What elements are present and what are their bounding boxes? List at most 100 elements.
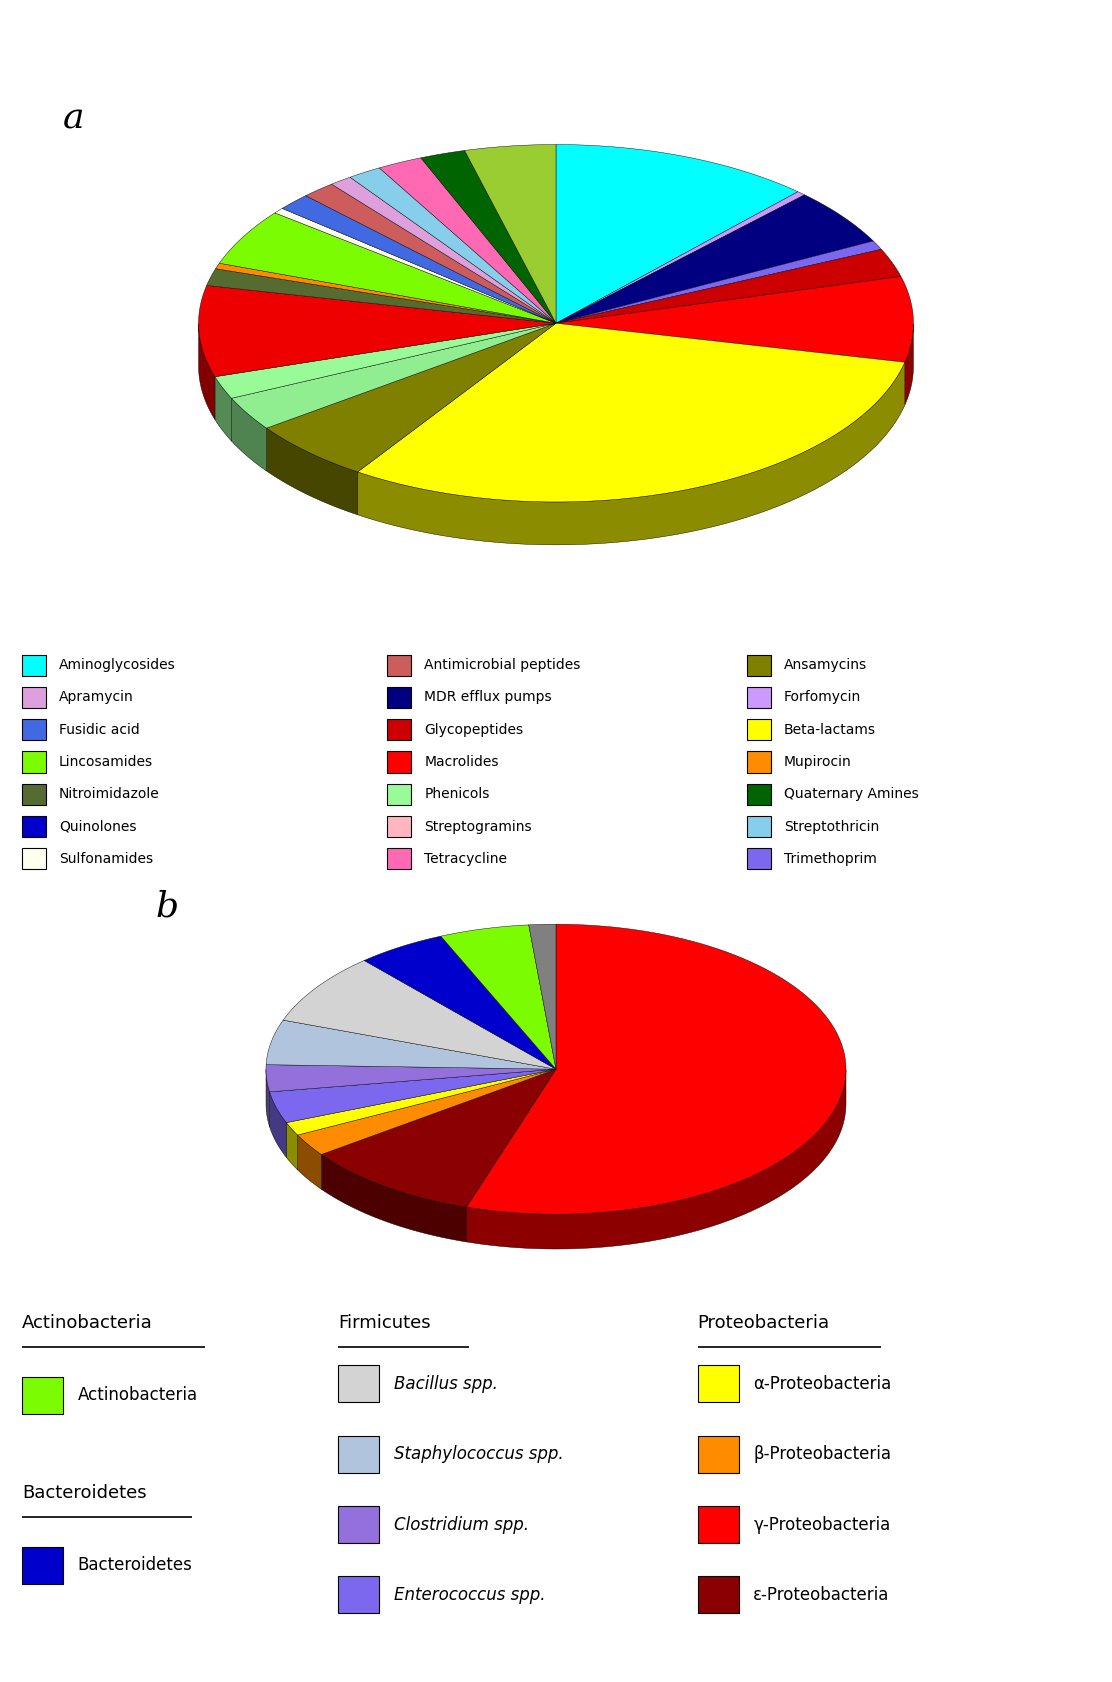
Polygon shape bbox=[905, 325, 913, 405]
FancyBboxPatch shape bbox=[22, 654, 46, 676]
Text: Streptogramins: Streptogramins bbox=[424, 819, 532, 834]
Text: Bacteroidetes: Bacteroidetes bbox=[78, 1556, 192, 1574]
FancyBboxPatch shape bbox=[338, 1436, 379, 1473]
Polygon shape bbox=[440, 925, 556, 1070]
Polygon shape bbox=[207, 269, 556, 323]
Text: Macrolides: Macrolides bbox=[424, 755, 498, 769]
FancyBboxPatch shape bbox=[747, 654, 771, 676]
Text: Actinobacteria: Actinobacteria bbox=[22, 1314, 152, 1332]
Text: Sulfonamides: Sulfonamides bbox=[59, 851, 153, 866]
FancyBboxPatch shape bbox=[697, 1366, 739, 1403]
FancyBboxPatch shape bbox=[387, 654, 411, 676]
Polygon shape bbox=[267, 429, 358, 515]
FancyBboxPatch shape bbox=[387, 784, 411, 806]
Polygon shape bbox=[287, 1070, 556, 1135]
Text: γ-Proteobacteria: γ-Proteobacteria bbox=[753, 1515, 891, 1534]
Text: Actinobacteria: Actinobacteria bbox=[78, 1386, 198, 1404]
Polygon shape bbox=[466, 1070, 846, 1250]
Polygon shape bbox=[556, 192, 805, 323]
FancyBboxPatch shape bbox=[387, 686, 411, 708]
FancyBboxPatch shape bbox=[747, 848, 771, 870]
FancyBboxPatch shape bbox=[747, 816, 771, 838]
Text: Enterococcus spp.: Enterococcus spp. bbox=[394, 1586, 545, 1605]
Polygon shape bbox=[266, 1065, 556, 1092]
Polygon shape bbox=[282, 195, 556, 323]
FancyBboxPatch shape bbox=[697, 1576, 739, 1613]
Polygon shape bbox=[556, 249, 901, 323]
Polygon shape bbox=[287, 1122, 298, 1171]
FancyBboxPatch shape bbox=[22, 752, 46, 772]
Text: Staphylococcus spp.: Staphylococcus spp. bbox=[394, 1445, 564, 1463]
FancyBboxPatch shape bbox=[338, 1505, 379, 1542]
Polygon shape bbox=[269, 1070, 556, 1122]
Polygon shape bbox=[215, 377, 231, 441]
FancyBboxPatch shape bbox=[387, 720, 411, 740]
Text: Bacillus spp.: Bacillus spp. bbox=[394, 1374, 497, 1393]
Text: Glycopeptides: Glycopeptides bbox=[424, 723, 524, 737]
Text: Tetracycline: Tetracycline bbox=[424, 851, 507, 866]
Polygon shape bbox=[466, 923, 846, 1214]
Polygon shape bbox=[556, 241, 882, 323]
FancyBboxPatch shape bbox=[747, 686, 771, 708]
Polygon shape bbox=[231, 399, 267, 471]
Text: Beta-lactams: Beta-lactams bbox=[784, 723, 876, 737]
Polygon shape bbox=[379, 158, 556, 323]
Polygon shape bbox=[219, 214, 556, 323]
Text: Apramycin: Apramycin bbox=[59, 691, 133, 705]
Polygon shape bbox=[284, 960, 556, 1070]
Polygon shape bbox=[298, 1135, 321, 1189]
Polygon shape bbox=[556, 145, 798, 323]
Text: Streptothricin: Streptothricin bbox=[784, 819, 878, 834]
Text: Nitroimidazole: Nitroimidazole bbox=[59, 787, 160, 801]
Text: Bacteroidetes: Bacteroidetes bbox=[22, 1484, 147, 1502]
Text: Ansamycins: Ansamycins bbox=[784, 658, 867, 673]
Polygon shape bbox=[306, 183, 556, 323]
Text: Forfomycin: Forfomycin bbox=[784, 691, 861, 705]
Text: Clostridium spp.: Clostridium spp. bbox=[394, 1515, 528, 1534]
FancyBboxPatch shape bbox=[747, 720, 771, 740]
Polygon shape bbox=[216, 262, 556, 323]
Polygon shape bbox=[556, 276, 913, 362]
Text: Fusidic acid: Fusidic acid bbox=[59, 723, 140, 737]
FancyBboxPatch shape bbox=[387, 848, 411, 870]
Text: b: b bbox=[156, 890, 179, 923]
Polygon shape bbox=[465, 145, 556, 323]
Text: Firmicutes: Firmicutes bbox=[338, 1314, 430, 1332]
FancyBboxPatch shape bbox=[697, 1505, 739, 1542]
Polygon shape bbox=[269, 1092, 287, 1157]
FancyBboxPatch shape bbox=[22, 686, 46, 708]
Text: Aminoglycosides: Aminoglycosides bbox=[59, 658, 176, 673]
FancyBboxPatch shape bbox=[22, 1547, 63, 1584]
Text: Antimicrobial peptides: Antimicrobial peptides bbox=[424, 658, 580, 673]
Polygon shape bbox=[556, 195, 873, 323]
Polygon shape bbox=[215, 323, 556, 399]
Text: MDR efflux pumps: MDR efflux pumps bbox=[424, 691, 552, 705]
FancyBboxPatch shape bbox=[22, 848, 46, 870]
Polygon shape bbox=[528, 923, 556, 1070]
Polygon shape bbox=[267, 323, 556, 473]
Polygon shape bbox=[321, 1070, 556, 1208]
Polygon shape bbox=[199, 323, 215, 419]
Polygon shape bbox=[275, 209, 556, 323]
FancyBboxPatch shape bbox=[338, 1366, 379, 1403]
Text: β-Proteobacteria: β-Proteobacteria bbox=[753, 1445, 891, 1463]
Polygon shape bbox=[358, 323, 905, 501]
Text: Trimethoprim: Trimethoprim bbox=[784, 851, 876, 866]
Text: Quaternary Amines: Quaternary Amines bbox=[784, 787, 919, 801]
Polygon shape bbox=[298, 1070, 556, 1154]
FancyBboxPatch shape bbox=[22, 784, 46, 806]
FancyBboxPatch shape bbox=[747, 784, 771, 806]
Text: α-Proteobacteria: α-Proteobacteria bbox=[753, 1374, 892, 1393]
Polygon shape bbox=[231, 323, 556, 429]
FancyBboxPatch shape bbox=[387, 752, 411, 772]
Polygon shape bbox=[266, 1070, 269, 1127]
Polygon shape bbox=[321, 1154, 466, 1241]
Polygon shape bbox=[358, 362, 905, 545]
Text: Quinolones: Quinolones bbox=[59, 819, 137, 834]
Polygon shape bbox=[266, 1019, 556, 1070]
Polygon shape bbox=[365, 937, 556, 1070]
Polygon shape bbox=[350, 168, 556, 323]
Text: Lincosamides: Lincosamides bbox=[59, 755, 153, 769]
FancyBboxPatch shape bbox=[747, 752, 771, 772]
FancyBboxPatch shape bbox=[697, 1436, 739, 1473]
